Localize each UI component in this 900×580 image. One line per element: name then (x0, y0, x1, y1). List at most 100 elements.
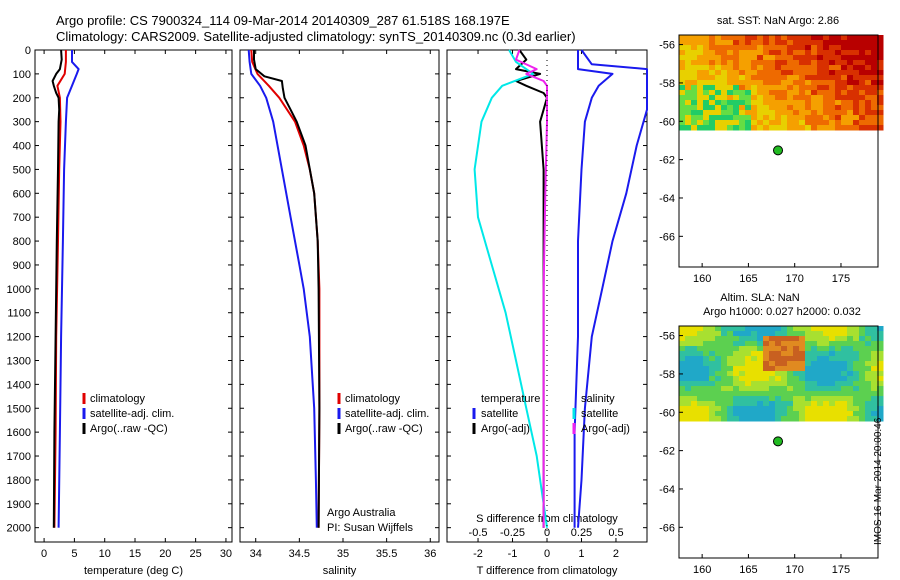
heatmap-cell (793, 401, 800, 407)
heatmap-cell (835, 336, 842, 342)
heatmap-cell (715, 55, 722, 61)
heatmap-cell (847, 125, 854, 131)
heatmap-cell (799, 120, 806, 126)
heatmap-cell (799, 376, 806, 382)
heatmap-cell (715, 40, 722, 46)
heatmap-cell (805, 396, 812, 402)
heatmap-cell (685, 401, 692, 407)
heatmap-cell (799, 356, 806, 362)
heatmap-cell (817, 85, 824, 91)
heatmap-cell (823, 416, 830, 422)
heatmap-cell (877, 366, 884, 372)
heatmap-cell (715, 381, 722, 387)
heatmap-cell (799, 85, 806, 91)
heatmap-cell (721, 75, 728, 81)
heatmap-cell (727, 110, 734, 116)
heatmap-cell (775, 75, 782, 81)
heatmap-cell (775, 391, 782, 397)
heatmap-cell (811, 35, 818, 41)
heatmap-cell (733, 401, 740, 407)
heatmap-cell (805, 90, 812, 96)
heatmap-cell (859, 346, 866, 352)
heatmap-cell (859, 55, 866, 61)
heatmap-cell (877, 85, 884, 91)
heatmap-cell (811, 331, 818, 337)
heatmap-cell (811, 416, 818, 422)
heatmap-cell (841, 90, 848, 96)
heatmap-cell (781, 381, 788, 387)
heatmap-cell (721, 45, 728, 51)
heatmap-cell (763, 366, 770, 372)
x2-tick-label: 0.25 (571, 527, 592, 539)
heatmap-cell (715, 416, 722, 422)
heatmap-cell (739, 50, 746, 56)
heatmap-cell (799, 105, 806, 111)
heatmap-cell (841, 406, 848, 412)
heatmap-cell (859, 85, 866, 91)
heatmap-cell (751, 35, 758, 41)
heatmap-cell (745, 110, 752, 116)
heatmap-cell (763, 326, 770, 332)
heatmap-cell (853, 55, 860, 61)
heatmap-cell (811, 406, 818, 412)
heatmap-cell (775, 386, 782, 392)
heatmap-cell (745, 406, 752, 412)
heatmap-cell (865, 376, 872, 382)
heatmap-cell (787, 386, 794, 392)
heatmap-cell (817, 416, 824, 422)
heatmap-cell (793, 336, 800, 342)
heatmap-cell (805, 65, 812, 71)
heatmap-cell (739, 60, 746, 66)
heatmap-cell (847, 75, 854, 81)
heatmap-cell (793, 105, 800, 111)
heatmap-cell (847, 341, 854, 347)
heatmap-cell (787, 110, 794, 116)
heatmap-cell (721, 346, 728, 352)
heatmap-cell (847, 70, 854, 76)
heatmap-cell (751, 366, 758, 372)
heatmap-cell (787, 346, 794, 352)
heatmap-cell (823, 55, 830, 61)
heatmap-cell (787, 125, 794, 131)
heatmap-cell (715, 35, 722, 41)
heatmap-cell (787, 105, 794, 111)
heatmap-cell (769, 65, 776, 71)
heatmap-cell (847, 391, 854, 397)
heatmap-cell (817, 120, 824, 126)
heatmap-cell (847, 361, 854, 367)
heatmap-cell (841, 391, 848, 397)
heatmap-cell (787, 366, 794, 372)
heatmap-cell (709, 346, 716, 352)
heatmap-cell (751, 105, 758, 111)
x2-tick-label: 0 (544, 527, 550, 539)
heatmap-cell (703, 65, 710, 71)
heatmap-cell (715, 346, 722, 352)
heatmap-cell (763, 65, 770, 71)
sla-map-panel: 160 165 170 175 -56 -58 -60 -62 -64 -66 Altim. SLA… (659, 292, 884, 576)
x-tick-label: 20 (159, 548, 171, 560)
heatmap-cell (859, 381, 866, 387)
heatmap-cell (847, 85, 854, 91)
heatmap-cell (871, 376, 878, 382)
heatmap-cell (709, 351, 716, 357)
heatmap-cell (691, 401, 698, 407)
heatmap-cell (763, 110, 770, 116)
heatmap-cell (733, 95, 740, 101)
heatmap-cell (721, 80, 728, 86)
heatmap-cell (691, 115, 698, 121)
heatmap-cell (739, 391, 746, 397)
heatmap-cell (745, 381, 752, 387)
heatmap-cell (679, 336, 686, 342)
heatmap-cell (703, 75, 710, 81)
heatmap-cell (715, 341, 722, 347)
heatmap-cell (775, 411, 782, 417)
heatmap-cell (775, 90, 782, 96)
heatmap-cell (775, 371, 782, 377)
x-axis-label: temperature (deg C) (84, 565, 183, 577)
heatmap-cell (811, 90, 818, 96)
heatmap-cell (817, 35, 824, 41)
heatmap-cell (709, 90, 716, 96)
heatmap-cell (691, 386, 698, 392)
heatmap-cell (799, 60, 806, 66)
heatmap-cell (685, 386, 692, 392)
